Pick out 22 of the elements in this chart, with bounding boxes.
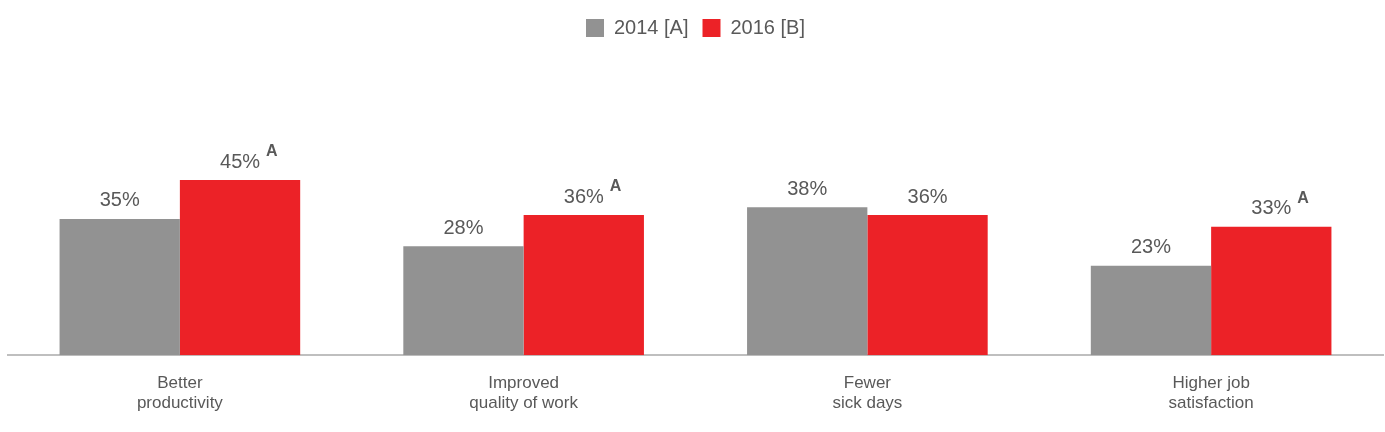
bar [523,215,644,356]
x-tick-label: Better productivity [136,373,224,413]
bar [867,215,988,356]
bar [403,246,524,356]
data-label: 23% [1130,235,1172,258]
legend-label: 2014 [A] [614,15,689,38]
bar [747,207,868,356]
bar [179,180,301,356]
data-label: 33%A [1251,189,1310,219]
x-tick-label: Improved quality of work [469,373,579,413]
x-tick-label: Higher job satisfaction [1168,373,1254,413]
legend-label: 2016 [B] [730,15,806,38]
data-label: 45%A [220,142,279,172]
data-label: 38% [787,176,828,199]
bar [1211,226,1332,356]
bar [1090,265,1212,356]
data-label: 36% [907,184,948,207]
data-label: 35% [99,188,140,211]
x-tick-label: Fewer sick days [832,373,903,413]
bar [59,218,180,356]
data-label: 28% [443,215,484,238]
data-label: 36%A [563,177,622,207]
